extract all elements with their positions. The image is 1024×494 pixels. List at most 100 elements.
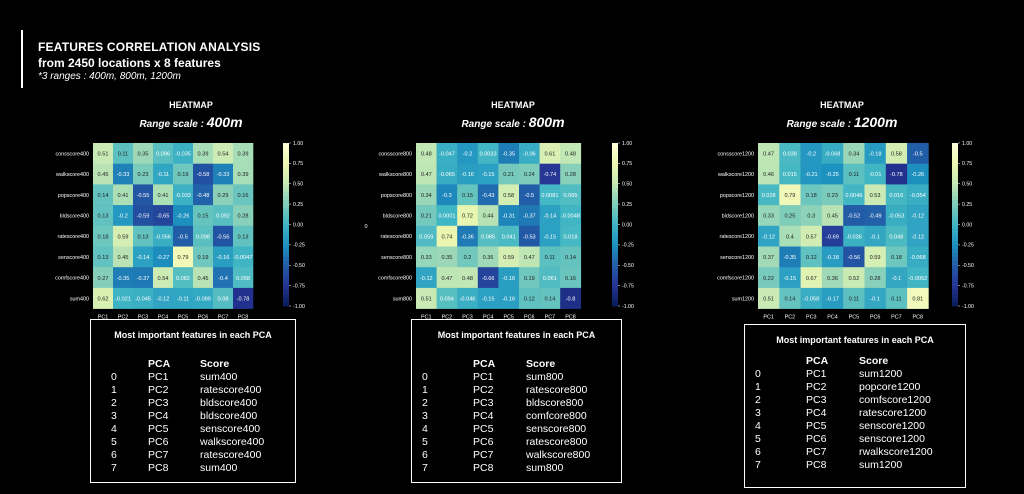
row-index: 6: [111, 449, 117, 461]
heatmap-cell: [539, 225, 561, 247]
row-index: 4: [422, 423, 428, 435]
colorbar-segment: [612, 220, 618, 225]
row-index: 1: [111, 384, 117, 396]
heatmap-cell: [864, 205, 887, 227]
cell-value-label: 0.58: [503, 193, 514, 199]
cell-value-label: -0.43: [482, 193, 495, 199]
colorbar-segment: [283, 289, 289, 295]
score-cell: ratescore800: [526, 436, 588, 448]
cell-value-label: -0.053: [888, 214, 904, 220]
row-label: senscore800: [381, 255, 412, 261]
colorbar-segment: [952, 195, 958, 201]
heatmap-cell: [821, 205, 844, 227]
heatmap-cell: [193, 246, 214, 268]
heatmap-cell: [133, 205, 154, 227]
table-title: Most important features in each PCA: [776, 335, 934, 345]
feature-table-2: Most important features in each PCA PCA Sc…: [744, 324, 966, 488]
colorbar-segment: [283, 273, 289, 278]
colorbar-segment: [283, 167, 289, 172]
cell-value-label: 0.08: [218, 296, 229, 302]
heatmap-cell: [173, 143, 194, 164]
heatmap-cell: [864, 287, 887, 309]
heatmap-cell: [779, 163, 801, 185]
colorbar-segment: [612, 147, 618, 152]
heatmap-cell: [436, 205, 458, 227]
heatmap-cell: [416, 163, 437, 185]
colorbar-tick-label: 0.75: [293, 161, 303, 167]
row-index: 5: [111, 436, 117, 448]
score-cell: bldscore400: [200, 397, 258, 409]
heatmap-cell: [173, 246, 194, 268]
cell-value-label: 0.51: [421, 296, 432, 302]
colorbar-segment: [612, 163, 618, 168]
column-label: PC5: [178, 315, 189, 321]
colorbar-segment: [612, 232, 618, 238]
cell-value-label: 0.11: [849, 296, 859, 302]
cell-value-label: -0.37: [137, 276, 150, 282]
colorbar-tick-label: -1.00: [293, 304, 305, 310]
heatmap-cell: [93, 246, 114, 268]
heatmap-cell: [885, 184, 908, 206]
cell-value-label: 0.038: [783, 152, 797, 158]
colorbar-segment: [283, 179, 289, 185]
cell-value-label: -0.16: [217, 255, 230, 261]
colorbar-segment: [612, 265, 618, 270]
cell-value-label: -0.8: [566, 296, 576, 302]
cell-value-label: -0.3: [442, 193, 452, 199]
cell-value-label: 0.28: [238, 214, 249, 220]
heatmap-cell: [436, 143, 458, 164]
colorbar-segment: [612, 224, 618, 229]
row-label: senscore400: [58, 255, 89, 261]
heatmap-cell: [133, 143, 154, 164]
cell-value-label: 0.12: [524, 296, 535, 302]
cell-value-label: -0.26: [911, 172, 924, 178]
heatmap-cell: [193, 184, 214, 206]
row-index: 3: [422, 410, 428, 422]
colorbar-segment: [283, 285, 289, 291]
cell-value-label: 0.092: [216, 214, 230, 220]
heatmap-cell: [519, 246, 540, 268]
heatmap-cell: [93, 205, 114, 227]
heatmap-cell: [519, 184, 540, 206]
cell-value-label: -0.66: [482, 276, 495, 282]
cell-value-label: 0.096: [156, 152, 170, 158]
colorbar-segment: [952, 179, 958, 185]
cell-value-label: 0.58: [891, 152, 902, 158]
cell-value-label: 0.13: [238, 234, 249, 240]
colorbar-segment: [612, 143, 618, 148]
score-cell: bldscore800: [526, 397, 584, 409]
heatmap-cell: [416, 287, 437, 309]
cell-value-label: -0.036: [846, 234, 862, 240]
row-label: bldscore800: [383, 213, 412, 219]
colorbar-tick-label: 0.00: [622, 222, 632, 228]
heatmap-cell: [233, 143, 254, 164]
cell-value-label: -0.0052: [908, 276, 927, 282]
cell-value-label: -0.65: [157, 214, 170, 220]
heatmap-cell: [457, 205, 479, 227]
heatmap-cell: [779, 267, 801, 289]
cell-value-label: 0.28: [870, 276, 881, 282]
pca-cell: PC4: [148, 410, 169, 422]
colorbar-segment: [612, 269, 618, 274]
heatmap-cell: [436, 246, 458, 268]
heatmap-cell: [457, 246, 479, 268]
heatmap-cell: [843, 246, 865, 268]
cell-value-label: -0.31: [502, 214, 515, 220]
column-label: PC5: [503, 315, 514, 321]
cell-value-label: -0.35: [117, 276, 130, 282]
row-index: 5: [755, 433, 761, 445]
heatmap-cell: [416, 143, 437, 164]
heatmap-cell: [864, 246, 887, 268]
cell-value-label: -0.15: [482, 172, 495, 178]
heatmap-cell: [477, 287, 499, 309]
column-label: PC7: [891, 315, 902, 321]
cell-value-label: 0.11: [891, 296, 901, 302]
heatmap-cell: [193, 267, 214, 289]
heatmap-cell: [113, 287, 134, 309]
heatmap-cell: [153, 267, 174, 289]
heatmap-cell: [821, 143, 844, 164]
cell-value-label: 0.059: [419, 234, 433, 240]
colorbar-tick-label: 0.50: [622, 182, 632, 188]
colorbar-segment: [612, 293, 618, 299]
heatmap-cell: [560, 267, 582, 289]
